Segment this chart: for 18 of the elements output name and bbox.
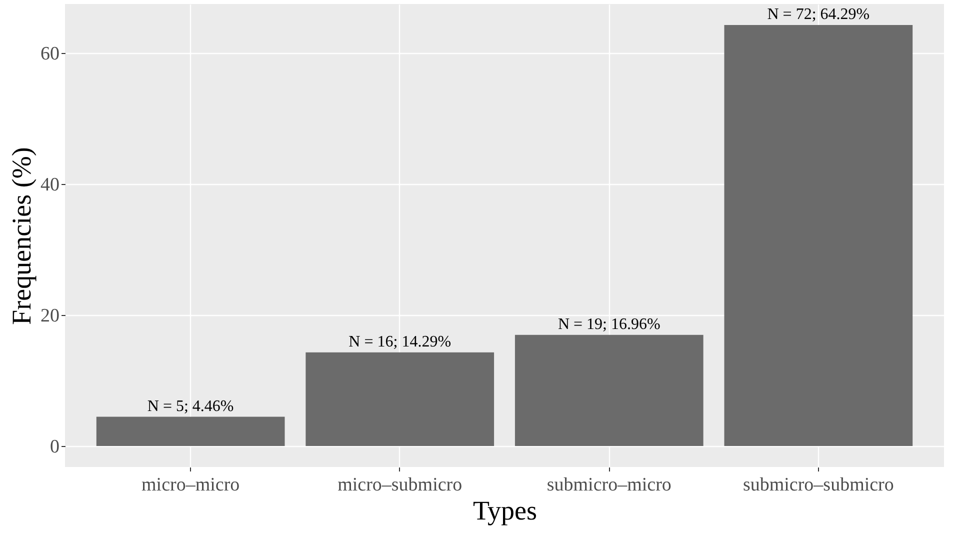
y-tick-label: 40: [40, 174, 60, 196]
bar: [96, 416, 285, 446]
y-axis-title: Frequencies (%): [6, 147, 36, 325]
y-tick-label: 60: [40, 44, 60, 65]
data-label: N = 5; 4.46%: [147, 398, 234, 415]
data-label: N = 72; 64.29%: [767, 6, 870, 24]
bar: [306, 352, 494, 446]
x-axis-title: Types: [472, 496, 538, 526]
x-tick-label: micro–submicro: [338, 474, 462, 496]
x-tick-label: micro–micro: [142, 474, 240, 496]
data-label: N = 16; 14.29%: [348, 333, 452, 350]
y-tick-label: 20: [40, 306, 60, 327]
bar: [724, 25, 913, 446]
y-tick-label: 0: [50, 436, 60, 458]
bar: [514, 334, 704, 446]
x-tick-label: submicro–submicro: [742, 474, 894, 496]
data-label: N = 19; 16.96%: [558, 316, 660, 333]
x-tick-label: submicro–micro: [546, 474, 672, 496]
